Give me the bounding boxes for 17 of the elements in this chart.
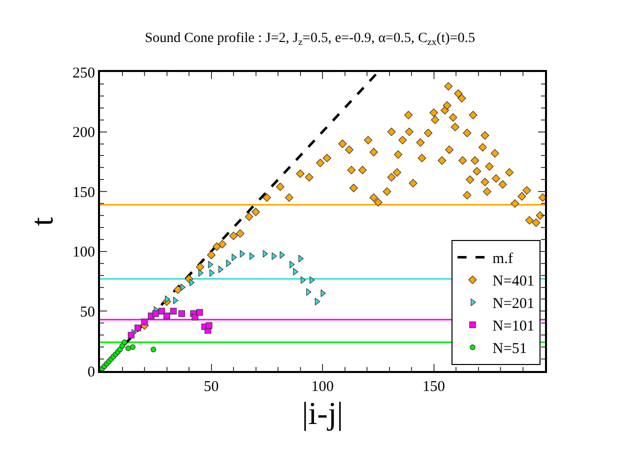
x-axis-title: |i-j|	[302, 395, 344, 431]
y-tick-label: 100	[72, 244, 95, 261]
x-tick-label: 50	[204, 379, 219, 395]
chart-title: Sound Cone profile : J=2, J$_{z}$=0.5, e=-0.9, α=0.5, C$_{zx}$(t)=0.5	[144, 30, 476, 48]
x-tick-label: 150	[422, 379, 445, 395]
y-tick-label: 200	[72, 125, 95, 142]
y-tick-label: 50	[80, 304, 95, 320]
legend-label: N=401	[492, 274, 534, 290]
legend-label: N=201	[492, 296, 534, 312]
y-tick-label: 0	[88, 364, 95, 380]
legend-label: N=51	[492, 341, 527, 358]
y-tick-label: 250	[72, 65, 95, 82]
y-axis-title: t	[23, 216, 60, 226]
y-tick-label: 150	[72, 184, 95, 201]
legend-label: N=101	[492, 318, 534, 335]
x-tick-label: 100	[311, 379, 334, 395]
legend-label: m.f	[492, 251, 513, 268]
